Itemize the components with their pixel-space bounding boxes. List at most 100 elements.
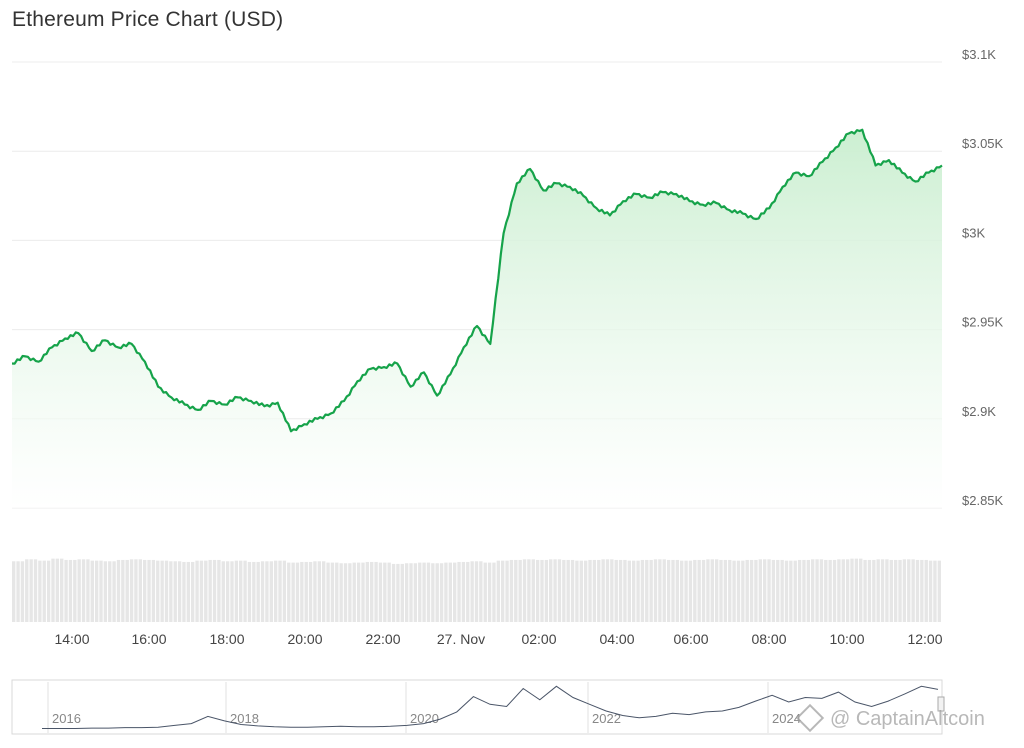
volume-bar: [549, 559, 553, 622]
y-tick-label: $3K: [962, 225, 985, 240]
volume-bar: [313, 561, 317, 622]
volume-bar: [732, 560, 736, 622]
volume-bar: [784, 560, 789, 622]
volume-bar: [295, 562, 300, 622]
volume-bar: [863, 559, 867, 622]
volume-bar: [291, 562, 295, 622]
volume-bar: [483, 562, 487, 622]
volume-bar: [439, 563, 444, 622]
volume-bar: [658, 559, 662, 622]
volume-bar: [33, 559, 38, 622]
volume-bar: [632, 560, 636, 622]
volume-bar: [789, 560, 793, 622]
volume-bar: [745, 559, 749, 622]
volume-bar: [186, 561, 191, 622]
volume-bar: [680, 560, 684, 622]
volume-bar: [160, 560, 164, 622]
volume-bar: [819, 559, 824, 622]
volume-bar: [147, 559, 151, 622]
volume-bar: [335, 562, 339, 622]
volume-bar: [597, 559, 601, 622]
watermark: @ CaptainAltcoin: [795, 703, 985, 733]
volume-bar: [121, 559, 125, 622]
range-navigator[interactable]: 2016 2018 2020 2022 2024: [11, 679, 945, 735]
volume-bar: [723, 559, 728, 622]
volume-bar: [601, 559, 605, 622]
volume-bar: [514, 559, 518, 622]
volume-bar: [588, 559, 592, 622]
volume-bar: [317, 561, 321, 622]
volume-bar: [278, 560, 282, 622]
volume-bar: [575, 560, 579, 622]
volume-bar: [409, 563, 413, 622]
volume-bar: [618, 559, 623, 622]
volume-bar: [260, 561, 265, 622]
volume-bar: [662, 559, 666, 622]
volume-bar: [38, 560, 42, 622]
volume-bar: [256, 561, 260, 622]
volume-bar: [77, 559, 81, 622]
volume-bar: [435, 563, 439, 622]
volume-bar: [361, 562, 365, 622]
volume-bar: [832, 559, 837, 622]
y-tick-label: $3.05K: [962, 136, 1004, 151]
x-tick-label: 04:00: [599, 631, 634, 647]
x-tick-label: 08:00: [751, 631, 786, 647]
volume-bar: [343, 563, 348, 622]
volume-bar: [134, 559, 138, 622]
volume-bar: [767, 559, 771, 622]
volume-bar: [356, 562, 361, 622]
volume-bar: [492, 562, 496, 622]
volume-bar: [273, 560, 278, 622]
volume-bar: [850, 558, 854, 622]
volume-bar: [12, 561, 16, 622]
volume-bar: [653, 559, 658, 622]
volume-bar: [125, 559, 129, 622]
volume-bar: [182, 561, 186, 622]
volume-bar: [177, 561, 182, 622]
volume-bar: [898, 559, 902, 622]
volume-bar: [169, 561, 173, 622]
volume-bar: [164, 560, 169, 622]
volume-bar: [645, 559, 649, 622]
volume-bar: [339, 563, 343, 622]
volume-bar: [893, 559, 898, 622]
x-tick-label: 22:00: [365, 631, 400, 647]
watermark-text: @ CaptainAltcoin: [830, 708, 985, 730]
y-tick-label: $2.85K: [962, 493, 1004, 508]
volume-bar: [802, 559, 806, 622]
price-line[interactable]: [11, 128, 943, 433]
volume-bar: [387, 562, 391, 622]
volume-bar: [614, 559, 618, 622]
volume-bar: [479, 561, 483, 622]
volume-bar: [452, 562, 457, 622]
volume-bar: [518, 559, 522, 622]
volume-bar: [811, 559, 815, 622]
volume-bar: [300, 561, 304, 622]
volume-bar: [570, 559, 575, 622]
volume-bar: [326, 562, 330, 622]
volume-bar: [391, 563, 396, 622]
volume-bar: [688, 560, 693, 622]
x-tick-label: 12:00: [907, 631, 942, 647]
navigator-tick-label: 2016: [52, 711, 81, 726]
volume-bar: [444, 562, 448, 622]
volume-bar: [915, 559, 920, 622]
volume-bar: [431, 563, 435, 622]
volume-bar: [348, 563, 352, 622]
volume-bar: [191, 561, 195, 622]
volume-bar: [217, 559, 221, 622]
diamond-logo-icon: [795, 703, 825, 733]
volume-bar: [872, 559, 876, 622]
volume-bars: [12, 558, 941, 622]
volume-bar: [907, 559, 911, 622]
volume-bar: [815, 559, 819, 622]
volume-bar: [103, 561, 108, 622]
volume-bar: [671, 559, 675, 622]
volume-bar: [448, 562, 452, 622]
volume-bar: [666, 559, 671, 622]
navigator-handle[interactable]: [937, 696, 945, 712]
volume-bar: [265, 561, 269, 622]
volume-bar: [426, 562, 431, 622]
